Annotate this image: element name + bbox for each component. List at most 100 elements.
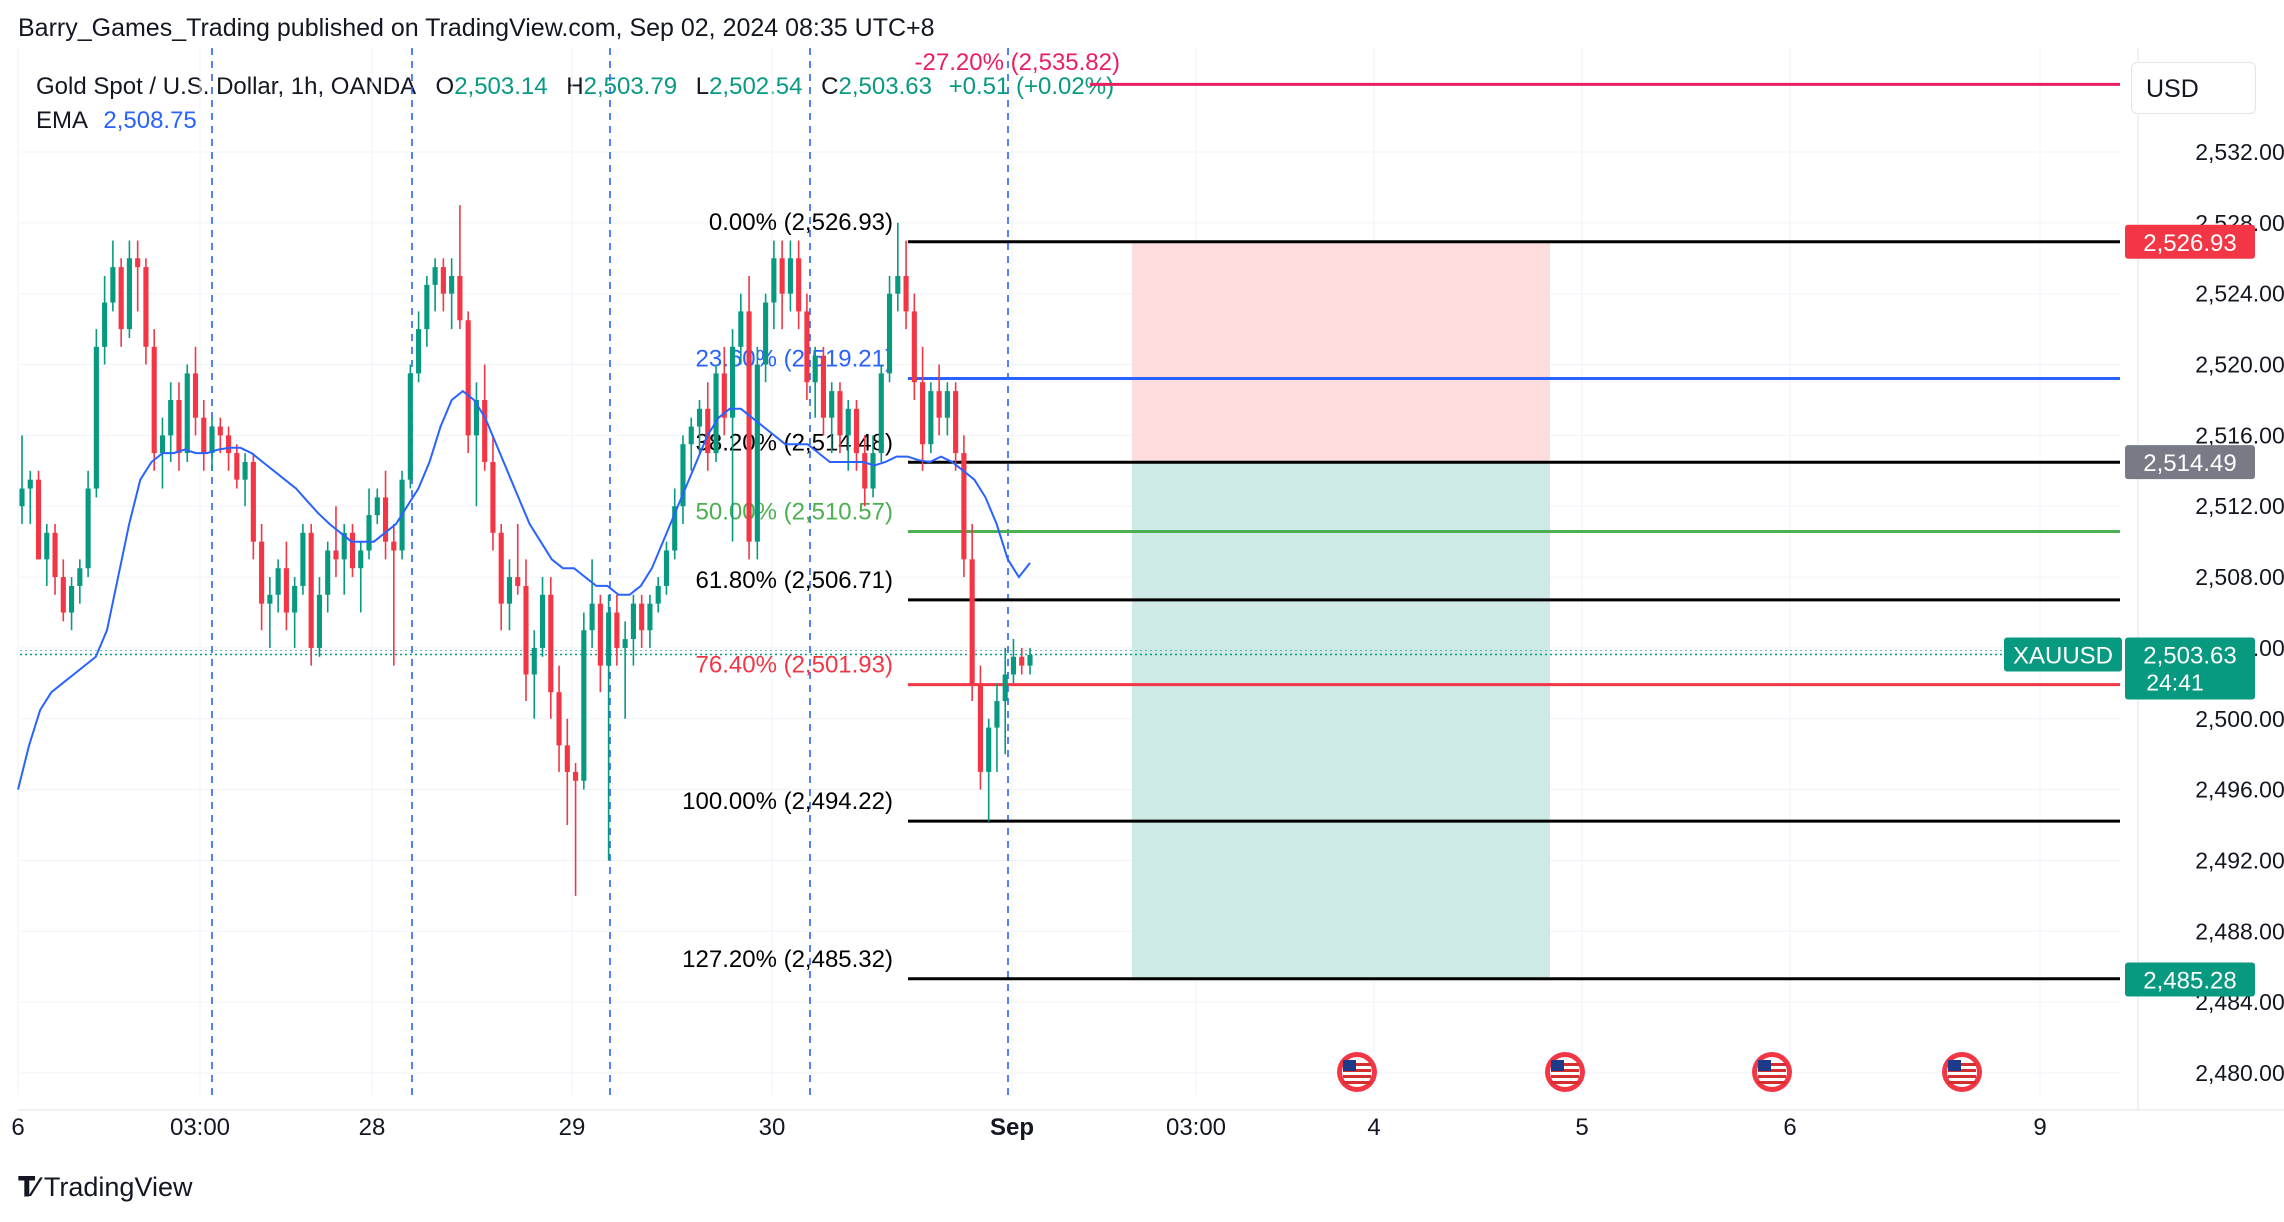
candle [267,577,273,648]
candle-body [316,594,323,648]
candle-body [110,267,116,303]
candle [688,417,694,471]
candle-body [771,258,777,303]
candle-body [102,302,108,347]
candle-body [275,568,281,595]
candle [1010,639,1017,684]
candle [920,346,926,471]
candle [531,630,537,719]
candle-body [539,594,546,648]
candle-body [490,461,496,533]
tradingview-logo[interactable]: 𝐓∕ TradingView [18,1172,193,1204]
candle [705,382,711,471]
candle [391,523,397,666]
candle [184,364,190,462]
candle [862,435,868,507]
tradingview-mark-icon: 𝐓∕ [18,1172,38,1202]
flag-stripe [1758,1075,1786,1078]
flag-stripe [1948,1081,1976,1084]
bar-countdown: 24:41 [2146,669,2204,695]
ema-line [17,389,1031,790]
candle-body [515,577,521,586]
candle-body [614,612,620,648]
candle [647,594,653,648]
candle [259,523,265,631]
candle-body [573,771,579,781]
candle-body [556,692,562,746]
candle [110,240,116,312]
flag-stripe [1758,1069,1786,1072]
candle-body [721,373,727,418]
high-label: H [566,73,584,100]
candle-body [118,267,124,330]
candle-body [473,399,479,436]
candle-body [672,506,678,551]
candle-body [192,373,199,418]
candle [308,523,314,666]
candle [895,222,901,312]
fib-level-label: 100.00% (2,494.22) [682,788,893,815]
candle-body [663,550,670,586]
candle [135,240,141,312]
candle [143,258,149,365]
time-tick-label: 28 [359,1114,386,1141]
candles [19,205,1033,896]
candle [102,275,108,365]
candle [44,523,50,586]
candle-body [961,453,967,560]
candle-body [895,275,901,294]
take-profit-zone [1132,462,1550,980]
candle [275,559,281,613]
candle [176,382,182,471]
candle-body [606,612,612,666]
candle-body [440,267,446,294]
candle-body [432,267,438,285]
candle-body [457,275,463,321]
candle-body [639,603,645,631]
us-flag-event-icon [1545,1052,1585,1092]
candle-body [548,594,554,693]
open-value: 2,503.14 [454,73,548,100]
candle [192,346,199,436]
candle-body [234,453,240,480]
flag-stripe [1343,1081,1371,1084]
candle-body [358,550,364,569]
candle [721,346,727,436]
candle [85,470,91,578]
candle-body [308,532,314,648]
candle [539,577,546,657]
candle [201,399,207,471]
price-tick-label: 2,516.00 [2195,422,2284,448]
candle-body [531,647,537,675]
candle [1019,647,1025,675]
candle-body [986,727,992,772]
candle [663,541,670,595]
time-axis: 6 03:00 28 29 30 Sep 03:00 4 5 6 9 [11,1114,2046,1141]
candle-body [217,426,223,436]
candle-body [506,577,513,604]
candle-body [936,391,942,418]
currency-selector[interactable]: USD [2131,62,2256,114]
candle [440,258,446,312]
flag-stripe [1343,1069,1371,1072]
price-tag-text: 2,514.49 [2143,450,2236,477]
candle [209,417,215,471]
candle [457,205,463,330]
candle-body [250,461,256,542]
candle [19,435,25,524]
candle-body [93,346,99,489]
candle [944,382,950,436]
candle-body [696,408,703,427]
us-flag-event-icon [1942,1052,1982,1092]
symbol-tag-bg [2004,637,2122,672]
candle-body [349,532,356,569]
candle-body [333,550,339,560]
candle [573,763,579,896]
candle [407,364,413,489]
time-tick-label: 03:00 [170,1114,230,1141]
candle-body [300,532,306,586]
candle-body [655,585,661,604]
candle [738,293,744,365]
